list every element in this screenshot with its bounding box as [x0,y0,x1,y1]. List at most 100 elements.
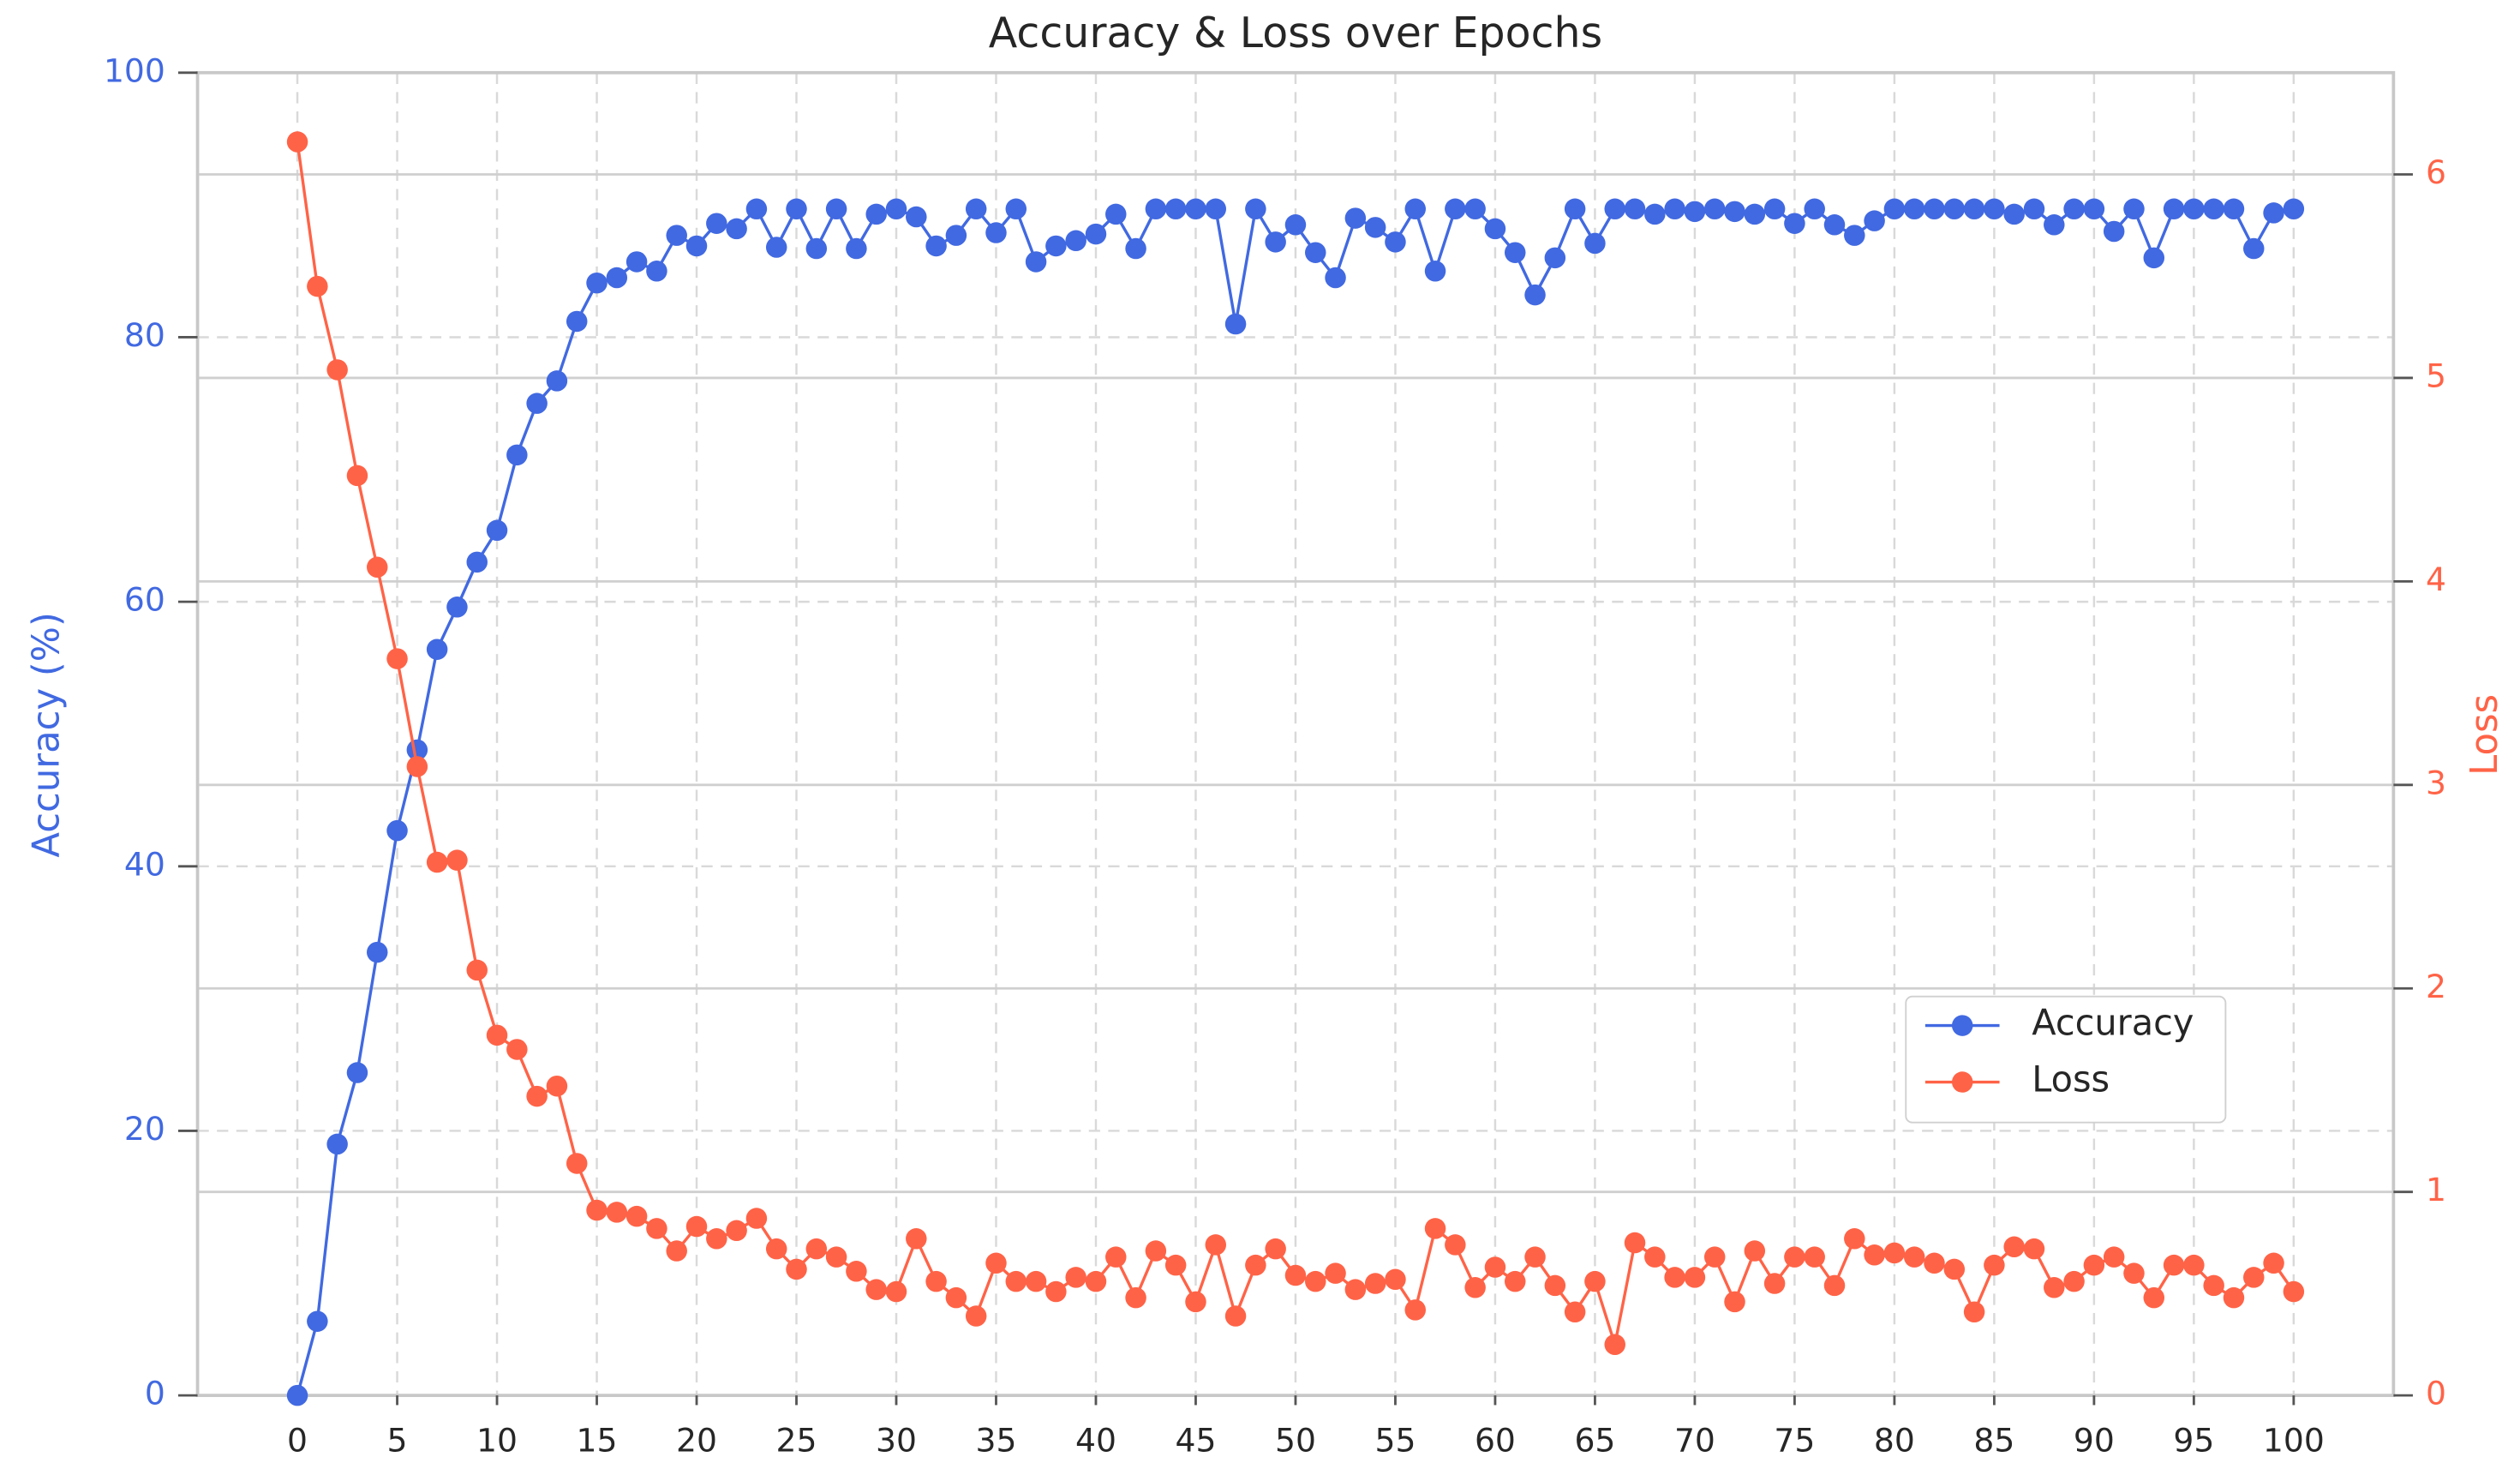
point [586,272,608,294]
point [1924,198,1945,220]
point [646,261,667,282]
point [1504,1270,1526,1292]
point [2163,1254,2185,1276]
point [805,237,828,260]
x-tick-label: 55 [1374,1421,1416,1459]
point [1684,201,1706,223]
point [1284,1264,1307,1286]
point [2103,1246,2125,1268]
point [466,959,488,981]
x-tick-label: 65 [1574,1421,1615,1459]
point [706,213,727,234]
point [566,1153,588,1174]
y2-tick-label: 3 [2426,764,2446,801]
point [1963,1301,1985,1323]
point [985,1252,1007,1274]
point [745,198,768,220]
y2-tick-label: 0 [2426,1375,2446,1412]
point [1684,1267,1706,1288]
legend-marker [1951,1071,1973,1093]
point [2283,1280,2305,1303]
y2-tick-label: 1 [2426,1171,2446,1208]
point [1823,214,1846,236]
point [1564,1301,1586,1323]
point [1763,198,1786,220]
point [446,597,468,618]
point [906,1228,927,1250]
point [1305,242,1326,263]
x-tick-label: 70 [1674,1421,1715,1459]
y2-tick-label: 2 [2426,968,2446,1005]
point [2044,1277,2065,1298]
point [706,1228,727,1250]
point [426,639,448,660]
point [1404,1299,1426,1321]
point [1125,1286,1146,1309]
point [2223,198,2245,220]
x-tick-label: 45 [1175,1421,1216,1459]
x-tick-label: 25 [776,1421,817,1459]
point [506,444,528,466]
point [985,222,1007,243]
legend-label: Loss [2032,1059,2110,1100]
point [606,267,628,289]
point [1305,1270,1326,1292]
point [546,1075,568,1097]
point [1703,1246,1726,1268]
point [1644,203,1666,225]
point [685,1215,708,1238]
point [2063,198,2085,220]
point [1245,1254,1266,1276]
point [1424,1218,1446,1239]
point [1984,198,2005,220]
point [1164,198,1187,220]
point [2243,1267,2265,1288]
point [846,1261,867,1282]
point [386,819,408,842]
point [1924,1252,1945,1274]
point [1943,1258,1966,1280]
point [286,131,308,153]
y-axis-label: Accuracy (%) [26,612,69,858]
point [1145,198,1167,220]
point [566,310,588,333]
x-tick-label: 95 [2173,1421,2214,1459]
point [666,1240,687,1262]
y2-tick-label: 4 [2426,561,2446,598]
point [1744,1240,1766,1262]
point [1125,237,1146,260]
x-tick-label: 15 [577,1421,618,1459]
point [925,235,947,257]
point [2083,198,2105,220]
point [846,237,867,260]
point [925,1270,947,1292]
x-tick-label: 100 [2263,1421,2325,1459]
point [2123,198,2145,220]
point [1864,1244,1885,1266]
point [1844,1228,1865,1250]
point [1524,284,1546,306]
x-tick-label: 0 [287,1421,308,1459]
point [885,198,907,220]
point [805,1238,828,1260]
x-tick-label: 10 [476,1421,518,1459]
point [1005,1270,1027,1292]
point [1903,198,1925,220]
point [1185,198,1206,220]
point [2183,1254,2205,1276]
point [2103,220,2125,243]
point [2063,1270,2085,1292]
y-tick-label: 40 [124,845,165,883]
point [1544,247,1566,269]
point [307,275,328,297]
point [2223,1286,2245,1309]
point [1943,198,1966,220]
point [1205,1234,1227,1256]
point [2023,1238,2045,1260]
point [1445,198,1466,220]
point [1484,1256,1506,1278]
point [1903,1246,1925,1268]
point [2263,202,2284,224]
point [346,465,368,487]
